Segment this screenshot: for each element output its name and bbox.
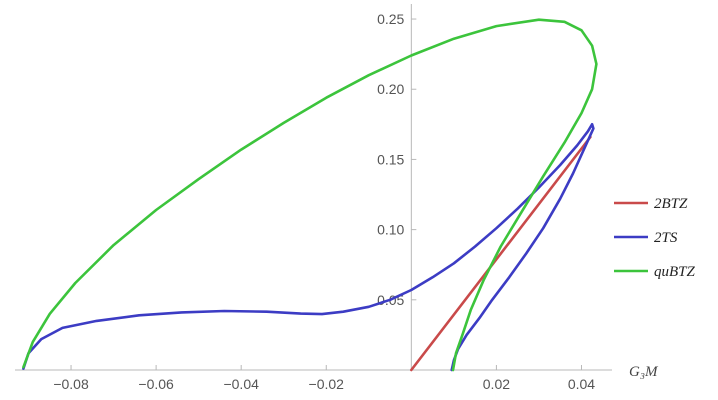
x-tick-label: 0.04 xyxy=(568,376,595,392)
legend-label-2btz: 2BTZ xyxy=(654,196,688,212)
x-tick-label: 0.02 xyxy=(483,376,510,392)
legend-label-2ts: 2TS xyxy=(654,230,678,246)
y-tick-label: 0.20 xyxy=(377,81,404,97)
x-tick-label: −0.02 xyxy=(309,376,345,392)
x-tick-label: −0.06 xyxy=(138,376,174,392)
series-line-qubtz xyxy=(22,18,598,372)
legend-label-qubtz: quBTZ xyxy=(654,264,696,280)
x-axis-label: G₃M xyxy=(629,364,659,380)
y-tick-label: 0.15 xyxy=(377,151,404,167)
y-tick-label: 0.25 xyxy=(377,11,404,27)
x-tick-label: −0.04 xyxy=(223,376,259,392)
y-tick-label: 0.10 xyxy=(377,222,404,238)
series-line-2btz xyxy=(410,135,592,372)
series-line-2ts xyxy=(22,123,595,372)
x-tick-label: −0.08 xyxy=(53,376,89,392)
